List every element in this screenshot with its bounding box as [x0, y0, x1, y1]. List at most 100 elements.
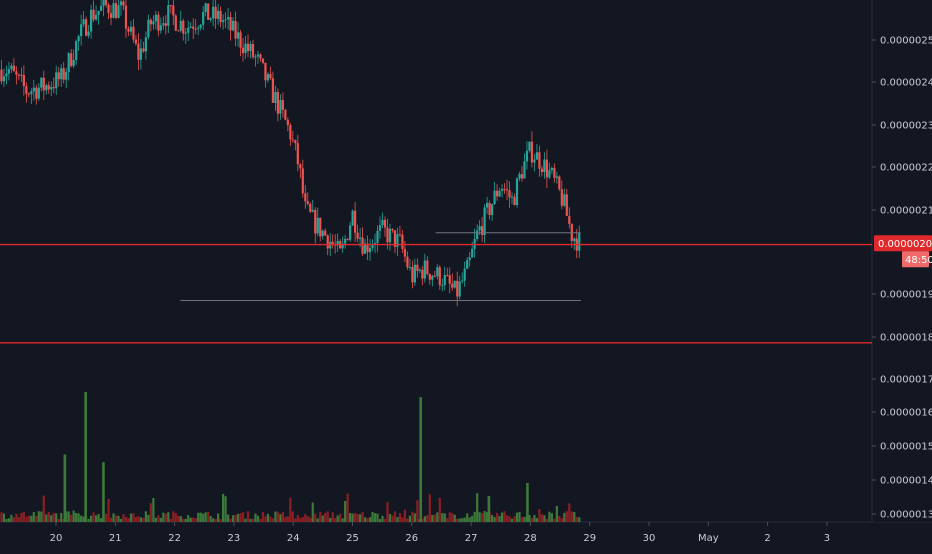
time-axis[interactable]: 20 21 22 23 24 25 26 27 28 29 30 May 2 3 — [0, 522, 872, 550]
candle-body — [204, 3, 207, 12]
volume-bar — [498, 516, 501, 522]
candle-body — [563, 194, 566, 206]
candle-body — [573, 238, 576, 242]
volume-bar — [311, 502, 314, 522]
volume-bar — [565, 511, 568, 522]
candle-body — [304, 193, 307, 202]
volume-bar — [119, 518, 123, 522]
volume-bar — [443, 513, 446, 522]
candle-body — [525, 150, 529, 162]
volume-bar — [351, 513, 354, 522]
volume-bar — [500, 512, 504, 522]
volume-bar — [309, 517, 312, 522]
volume-spike-bar — [102, 462, 105, 522]
volume-bar — [473, 511, 476, 522]
volume-bar — [466, 513, 469, 522]
candle-body — [35, 87, 38, 99]
volume-bar — [573, 511, 576, 522]
candle-body — [386, 227, 389, 243]
time-tick-label: 21 — [109, 533, 122, 544]
volume-bar — [15, 513, 18, 522]
candle-body — [468, 257, 471, 261]
volume-bar — [22, 512, 25, 522]
candle-body — [70, 53, 73, 66]
volume-bar — [167, 512, 170, 522]
volume-bar — [261, 512, 265, 522]
volume-bar — [481, 513, 484, 522]
candle-body — [555, 176, 558, 178]
candle-body — [341, 243, 344, 249]
volume-bar — [234, 514, 237, 522]
volume-bar — [202, 513, 205, 522]
candles-layer — [0, 0, 581, 307]
volume-bar — [60, 512, 63, 522]
volume-bar — [5, 518, 8, 522]
volume-bar — [276, 511, 280, 522]
volume-bar — [222, 493, 225, 522]
candle-body — [490, 204, 494, 215]
candle-body — [433, 275, 436, 277]
candle-body — [505, 189, 509, 191]
candle-body — [102, 0, 105, 6]
candle-body — [528, 141, 531, 151]
time-tick-label: 22 — [168, 533, 181, 544]
volume-bar — [301, 517, 304, 522]
candle-body — [471, 248, 474, 258]
candle-body — [27, 93, 30, 95]
candle-body — [20, 74, 23, 76]
candle-body — [361, 237, 364, 254]
time-tick-label: 20 — [50, 533, 63, 544]
candle-body — [426, 260, 429, 274]
candle-body — [194, 28, 197, 30]
candle-body — [309, 203, 312, 212]
volume-bar — [523, 516, 526, 522]
volume-bar — [40, 511, 43, 522]
candle-body — [222, 20, 225, 23]
volume-bar — [72, 510, 75, 522]
volume-bar — [122, 514, 125, 522]
candle-body — [368, 247, 372, 253]
candle-body — [428, 273, 431, 280]
candle-body — [344, 238, 347, 244]
volume-bar — [371, 512, 374, 522]
volume-bar — [172, 511, 175, 522]
volume-bar — [495, 513, 499, 522]
volume-bar — [378, 518, 382, 522]
volume-bar — [555, 505, 558, 522]
volume-bar — [94, 515, 98, 522]
volume-bar — [451, 513, 454, 522]
last-price-badge — [874, 235, 932, 252]
volume-bar — [538, 508, 541, 522]
price-tick-label: 0.00000138 — [880, 510, 932, 521]
volume-bar — [149, 503, 152, 522]
candle-body — [269, 74, 272, 79]
candle-body — [446, 275, 449, 277]
candle-body — [239, 32, 242, 48]
candle-body — [157, 14, 160, 31]
candle-body — [500, 188, 504, 191]
candle-body — [301, 168, 304, 194]
candle-body — [286, 119, 289, 126]
candle-body — [373, 243, 377, 245]
volume-bar — [52, 512, 55, 522]
volume-bar — [503, 511, 506, 522]
volume-bar — [403, 509, 407, 522]
volume-bar — [560, 518, 563, 522]
time-tick-label: May — [698, 533, 719, 544]
candle-body — [139, 48, 143, 60]
volume-bar — [12, 517, 15, 522]
volume-bar — [294, 518, 297, 522]
volume-bar — [107, 498, 110, 522]
volume-bar — [209, 516, 212, 522]
volume-bar — [513, 516, 516, 522]
candle-body — [104, 0, 108, 5]
candle-body — [0, 69, 3, 82]
candle-body — [423, 260, 426, 279]
candle-body — [393, 230, 397, 247]
volume-spike-bar — [487, 496, 491, 522]
candle-body — [10, 65, 13, 70]
